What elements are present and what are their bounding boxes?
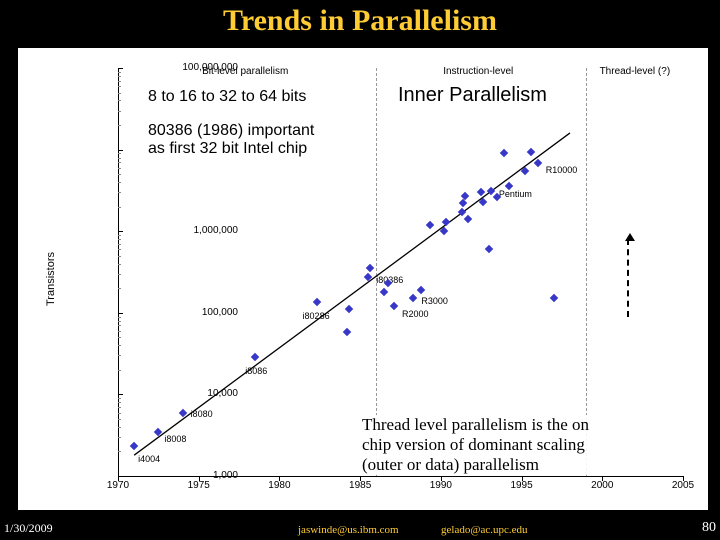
y-minor-tick [118,153,121,154]
y-minor-tick [118,325,121,326]
annotation-i386: 80386 (1986) important as first 32 bit I… [148,122,314,158]
x-tick [199,476,200,481]
x-tick-label: 1970 [98,480,138,491]
y-tick [118,394,123,395]
y-minor-tick [118,274,121,275]
y-minor-tick [118,168,121,169]
y-minor-tick [118,256,121,257]
point-label: i8008 [164,434,186,444]
y-minor-tick [118,239,121,240]
footer-link1: jaswinde@us.ibm.com [298,524,399,536]
y-tick [118,313,123,314]
point-label: i80286 [303,311,330,321]
x-tick-label: 1985 [340,480,380,491]
y-axis-label: Transistors [45,252,57,306]
slide-title: Trends in Parallelism [0,4,720,38]
y-tick-label: 100,000,000 [148,62,238,73]
x-tick-label: 1975 [179,480,219,491]
y-minor-tick [118,398,121,399]
y-minor-tick [118,370,121,371]
y-minor-tick [118,158,121,159]
x-tick-label: 1995 [502,480,542,491]
annotation-inner: Inner Parallelism [398,84,547,107]
y-tick-label: 1,000,000 [148,225,238,236]
x-tick [683,476,684,481]
x-tick [118,476,119,481]
x-tick-label: 1980 [259,480,299,491]
footer-page: 80 [702,520,716,536]
y-minor-tick [118,413,121,414]
point-label: R2000 [402,309,429,319]
y-minor-tick [118,345,121,346]
x-tick-label: 2000 [582,480,622,491]
y-minor-tick [118,93,121,94]
y-tick [118,68,123,69]
x-tick [602,476,603,481]
y-tick [118,150,123,151]
y-tick [118,231,123,232]
y-minor-tick [118,264,121,265]
y-minor-tick [118,355,121,356]
y-minor-tick [118,407,121,408]
point-label: Pentium [499,189,532,199]
y-minor-tick [118,174,121,175]
y-minor-tick [118,402,121,403]
y-minor-tick [118,192,121,193]
y-minor-tick [118,249,121,250]
y-minor-tick [118,162,121,163]
slide: Trends in Parallelism Transistors Bit-le… [0,0,720,540]
x-tick [441,476,442,481]
y-minor-tick [118,317,121,318]
point-label: R10000 [546,165,578,175]
point-label: R3000 [421,296,448,306]
y-minor-tick [118,111,121,112]
y-minor-tick [118,100,121,101]
y-minor-tick [118,419,121,420]
y-minor-tick [118,207,121,208]
y-minor-tick [118,451,121,452]
y-minor-tick [118,125,121,126]
x-tick [522,476,523,481]
y-minor-tick [118,288,121,289]
y-minor-tick [118,81,121,82]
y-minor-tick [118,427,121,428]
y-minor-tick [118,235,121,236]
y-minor-tick [118,86,121,87]
y-minor-tick [118,76,121,77]
y-minor-tick [118,182,121,183]
y-tick-label: 100,000 [148,307,238,318]
annotation-thread: Thread level parallelism is the on chip … [362,415,589,475]
x-tick-label: 1990 [421,480,461,491]
point-label: i8086 [245,366,267,376]
x-tick-label: 2005 [663,480,703,491]
x-tick [360,476,361,481]
thread-arrow [627,239,629,316]
y-minor-tick [118,437,121,438]
point-label: i8080 [191,409,213,419]
y-minor-tick [118,321,121,322]
y-tick-label: 10,000 [148,388,238,399]
y-minor-tick [118,337,121,338]
footer-date: 1/30/2009 [4,521,53,536]
y-minor-tick [118,331,121,332]
y-minor-tick [118,72,121,73]
footer-link2: gelado@ac.upc.edu [441,524,527,536]
y-minor-tick [118,244,121,245]
annotation-bits: 8 to 16 to 32 to 64 bits [148,88,306,106]
x-tick [279,476,280,481]
point-label: i4004 [138,454,160,464]
